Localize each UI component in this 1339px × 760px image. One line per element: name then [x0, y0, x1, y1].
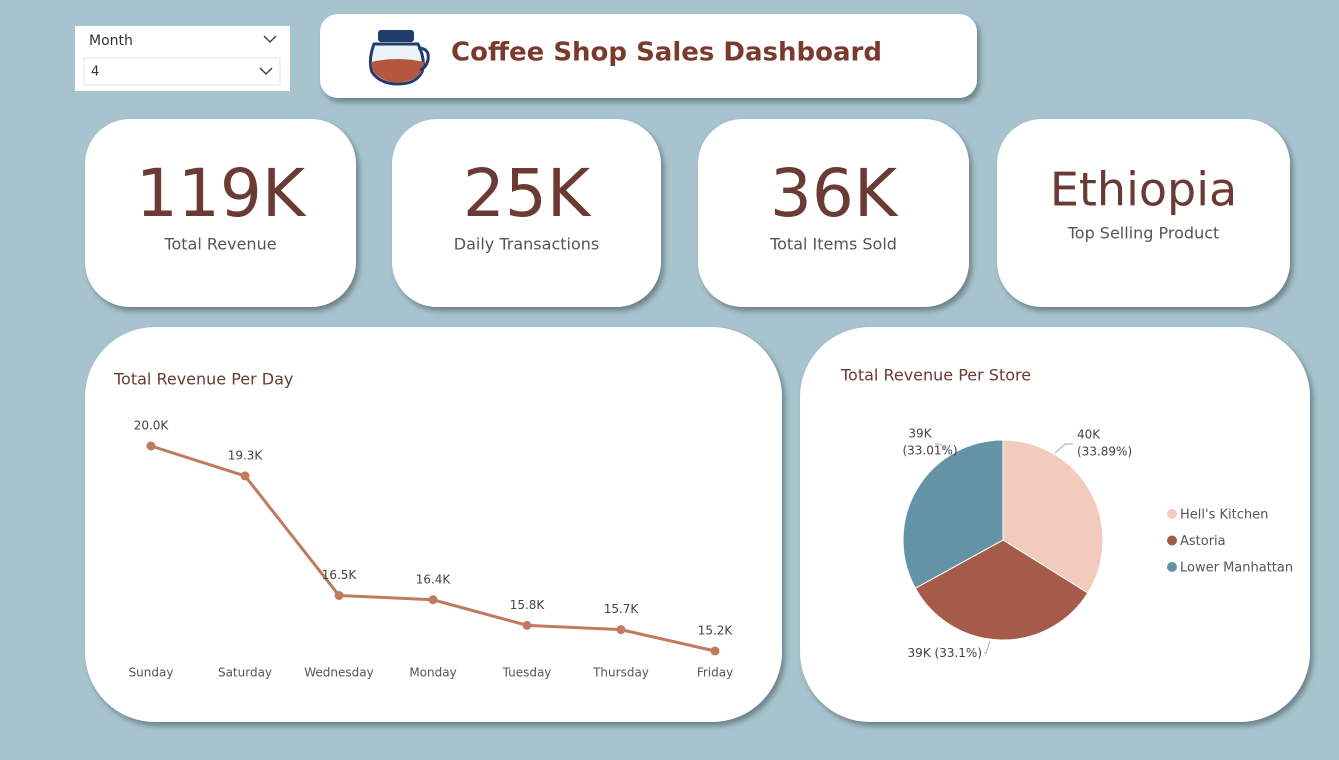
percent-label: (33.89%): [1077, 445, 1132, 459]
point: [240, 471, 250, 481]
data-label: 19.3K: [228, 448, 264, 462]
kpi-label: Total Items Sold: [769, 235, 897, 254]
amount-label: 39K: [908, 646, 932, 660]
data-label: 20.0K: [134, 419, 170, 433]
x-tick-label: Sunday: [129, 666, 174, 680]
kpi-card: [698, 119, 969, 307]
data-label: 15.7K: [604, 602, 640, 616]
percent-label: (33.01%): [902, 444, 957, 458]
amount-label: 40K: [1077, 428, 1101, 442]
chart-title: Total Revenue Per Day: [113, 370, 293, 389]
kpi-label: Top Selling Product: [1067, 224, 1220, 243]
leader-line: [935, 443, 951, 454]
kpi-value: Ethiopia: [1050, 163, 1237, 217]
x-tick-label: Monday: [409, 666, 456, 680]
leader-line: [1054, 443, 1073, 454]
legend-label: Hell's Kitchen: [1180, 508, 1268, 523]
kpi-value: 25K: [463, 155, 592, 232]
legend-label: Lower Manhattan: [1180, 561, 1293, 576]
legend-marker: [1167, 535, 1177, 546]
leader-line: [984, 640, 991, 654]
point: [428, 595, 438, 605]
logo: [356, 16, 436, 94]
x-tick-label: Friday: [697, 666, 733, 680]
x-tick-label: Wednesday: [304, 666, 373, 680]
data-label: 15.2K: [698, 624, 734, 638]
kpi-card: [392, 119, 661, 307]
kpi-label: Total Revenue: [163, 235, 276, 254]
amount-label: 39K: [908, 427, 932, 441]
pie-slice: [902, 439, 1004, 589]
point: [522, 620, 532, 630]
point: [616, 625, 626, 635]
legend-marker: [1167, 509, 1177, 519]
kpi-value: 119K: [136, 155, 307, 232]
dashboard-title: Coffee Shop Sales Dashboard: [451, 38, 882, 68]
data-label: 16.4K: [416, 572, 452, 586]
x-tick-label: Saturday: [218, 666, 272, 680]
title-card: [320, 14, 977, 98]
pie-slice: [1002, 439, 1104, 594]
kpi-label: Daily Transactions: [454, 235, 599, 254]
chart-title: Total Revenue Per Store: [840, 366, 1031, 385]
kpi-card: [85, 119, 356, 307]
point: [710, 646, 720, 656]
slicer-dropdown[interactable]: [83, 57, 281, 86]
kpi-card: [997, 119, 1290, 307]
data-label: 15.8K: [510, 598, 546, 612]
slicer-value: 4: [91, 65, 99, 80]
data-label: 39K (33.1%): [908, 646, 982, 660]
chevron: [263, 35, 277, 44]
x-tick-label: Thursday: [592, 666, 649, 680]
legend-label: Astoria: [1180, 534, 1226, 549]
point: [146, 441, 156, 451]
kpi-value: 36K: [770, 155, 899, 232]
chevron: [259, 67, 273, 76]
data-label: 16.5K: [322, 568, 358, 582]
x-tick-label: Tuesday: [502, 666, 552, 680]
percent-label: (33.1%): [935, 646, 982, 660]
slicer-label: Month: [89, 33, 133, 49]
point: [334, 590, 344, 600]
line-card: [85, 327, 782, 722]
legend-marker: [1167, 562, 1177, 572]
